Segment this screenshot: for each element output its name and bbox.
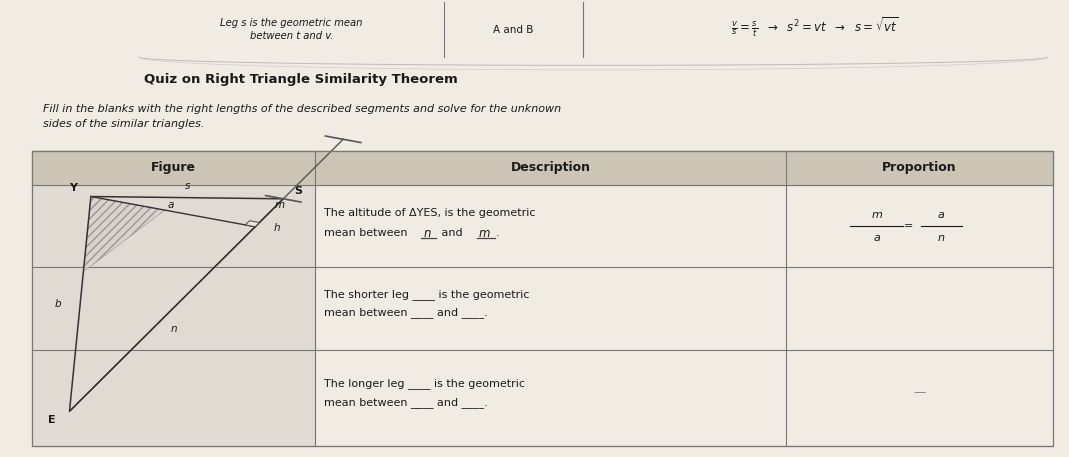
Text: The longer leg ____ is the geometric: The longer leg ____ is the geometric [324, 378, 525, 389]
Text: mean between: mean between [324, 228, 410, 238]
Polygon shape [246, 221, 260, 227]
Text: sides of the similar triangles.: sides of the similar triangles. [43, 119, 204, 129]
Text: m: m [479, 227, 491, 239]
Text: mean between ____ and ____.: mean between ____ and ____. [324, 397, 487, 408]
Text: Y: Y [69, 183, 77, 193]
Text: and: and [438, 228, 466, 238]
Text: m: m [871, 210, 882, 220]
Bar [32, 151, 1053, 446]
Text: The altitude of ΔYES, is the geometric: The altitude of ΔYES, is the geometric [324, 207, 536, 218]
Bar [139, 2, 1048, 57]
Text: mean between ____ and ____.: mean between ____ and ____. [324, 308, 487, 319]
Text: a: a [938, 210, 944, 220]
Text: Quiz on Right Triangle Similarity Theorem: Quiz on Right Triangle Similarity Theore… [144, 74, 458, 86]
Text: Description: Description [511, 161, 590, 175]
Text: =: = [904, 221, 913, 231]
Text: a: a [168, 200, 174, 210]
Text: n: n [171, 324, 177, 334]
Text: Fill in the blanks with the right lengths of the described segments and solve fo: Fill in the blanks with the right length… [43, 104, 561, 114]
Text: Leg s is the geometric mean
between t and v.: Leg s is the geometric mean between t an… [220, 18, 362, 41]
Text: a: a [873, 233, 880, 243]
Text: $\frac{v}{s} = \frac{s}{t}$  $\rightarrow$  $s^2 = vt$  $\rightarrow$  $s = \sqr: $\frac{v}{s} = \frac{s}{t}$ $\rightarrow… [731, 16, 899, 39]
Text: n: n [423, 227, 431, 239]
Text: n: n [938, 233, 944, 243]
Text: E: E [48, 415, 56, 425]
Text: S: S [294, 186, 301, 196]
Text: .: . [496, 228, 499, 238]
Text: A and B: A and B [493, 25, 533, 35]
Text: s: s [184, 181, 190, 191]
Text: Proportion: Proportion [882, 161, 957, 175]
Text: b: b [55, 299, 61, 309]
Text: m: m [275, 200, 284, 209]
Bar [32, 151, 1053, 185]
Bar [32, 151, 315, 446]
Text: Figure: Figure [151, 161, 197, 175]
Text: The shorter leg ____ is the geometric: The shorter leg ____ is the geometric [324, 289, 529, 300]
Text: h: h [274, 223, 280, 233]
Polygon shape [83, 197, 165, 271]
Text: —: — [913, 387, 926, 399]
